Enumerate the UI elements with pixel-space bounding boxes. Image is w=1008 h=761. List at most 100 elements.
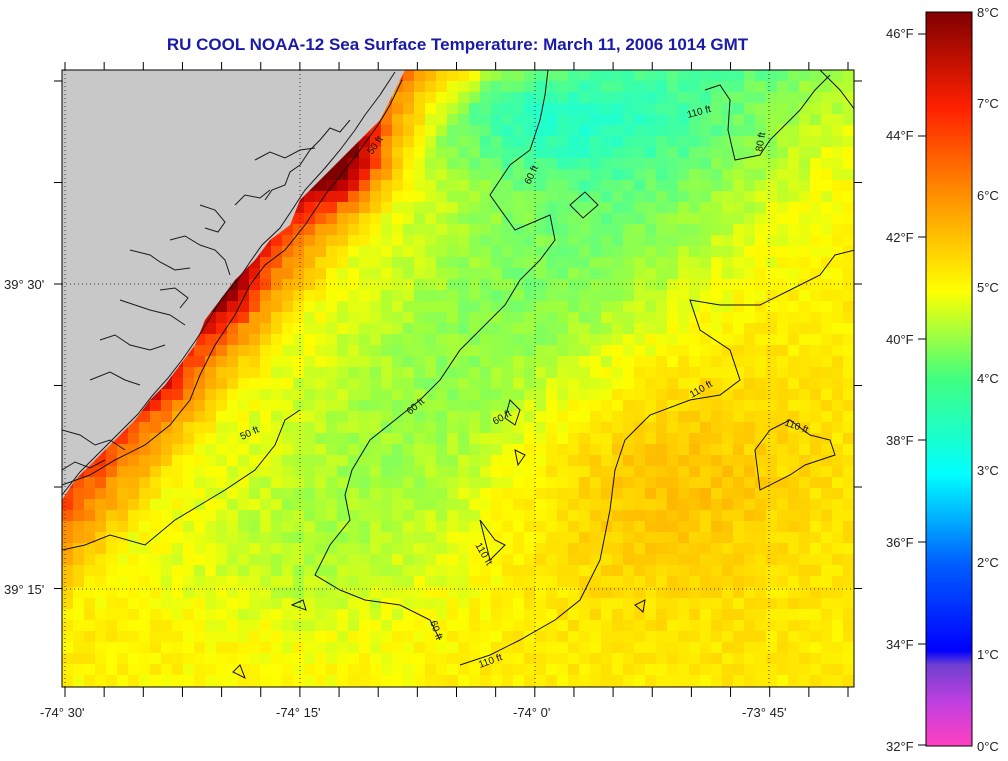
sst-cell	[491, 70, 502, 81]
sst-cell	[777, 169, 788, 180]
sst-cell	[832, 488, 843, 499]
sst-cell	[271, 521, 282, 532]
sst-cell	[150, 488, 161, 499]
sst-cell	[271, 620, 282, 631]
sst-cell	[557, 158, 568, 169]
sst-cell	[447, 378, 458, 389]
sst-cell	[832, 235, 843, 246]
sst-cell	[260, 686, 271, 687]
sst-cell	[436, 334, 447, 345]
sst-cell	[348, 158, 359, 169]
sst-cell	[348, 411, 359, 422]
sst-cell	[645, 169, 656, 180]
sst-cell	[843, 70, 854, 81]
sst-cell	[480, 488, 491, 499]
sst-cell	[678, 268, 689, 279]
sst-cell	[766, 521, 777, 532]
sst-cell	[458, 521, 469, 532]
sst-cell	[458, 543, 469, 554]
map-area[interactable]	[62, 70, 855, 697]
sst-cell	[656, 532, 667, 543]
sst-cell	[447, 620, 458, 631]
sst-cell	[546, 81, 557, 92]
sst-cell	[623, 147, 634, 158]
sst-cell	[799, 422, 810, 433]
sst-cell	[282, 664, 293, 675]
sst-cell	[249, 488, 260, 499]
sst-cell	[469, 664, 480, 675]
sst-cell	[326, 422, 337, 433]
sst-cell	[260, 543, 271, 554]
colorbar-f-label: 32°F	[886, 739, 914, 754]
sst-cell	[755, 565, 766, 576]
sst-cell	[612, 477, 623, 488]
sst-cell	[700, 620, 711, 631]
sst-cell	[535, 631, 546, 642]
sst-cell	[381, 356, 392, 367]
sst-cell	[700, 444, 711, 455]
sst-cell	[579, 664, 590, 675]
sst-cell	[744, 532, 755, 543]
sst-cell	[95, 488, 106, 499]
sst-cell	[205, 367, 216, 378]
sst-cell	[722, 642, 733, 653]
sst-cell	[150, 631, 161, 642]
sst-cell	[370, 543, 381, 554]
sst-cell	[106, 488, 117, 499]
sst-cell	[106, 521, 117, 532]
sst-cell	[634, 455, 645, 466]
sst-cell	[447, 466, 458, 477]
sst-cell	[557, 411, 568, 422]
sst-cell	[304, 389, 315, 400]
sst-cell	[788, 136, 799, 147]
sst-cell	[645, 81, 656, 92]
sst-cell	[722, 554, 733, 565]
sst-cell	[843, 411, 854, 422]
sst-cell	[491, 488, 502, 499]
sst-cell	[744, 191, 755, 202]
sst-cell	[799, 158, 810, 169]
sst-cell	[392, 521, 403, 532]
sst-cell	[722, 81, 733, 92]
sst-cell	[656, 114, 667, 125]
sst-cell	[689, 246, 700, 257]
sst-cell	[315, 532, 326, 543]
sst-cell	[480, 510, 491, 521]
sst-cell	[128, 565, 139, 576]
sst-cell	[172, 510, 183, 521]
sst-cell	[733, 532, 744, 543]
sst-cell	[469, 312, 480, 323]
sst-cell	[601, 565, 612, 576]
sst-cell	[689, 565, 700, 576]
sst-cell	[667, 532, 678, 543]
sst-cell	[117, 444, 128, 455]
sst-cell	[634, 576, 645, 587]
sst-cell	[711, 631, 722, 642]
sst-cell	[370, 642, 381, 653]
sst-cell	[348, 356, 359, 367]
sst-cell	[271, 576, 282, 587]
sst-cell	[282, 510, 293, 521]
sst-cell	[403, 675, 414, 686]
sst-cell	[700, 631, 711, 642]
sst-cell	[227, 664, 238, 675]
sst-cell	[799, 114, 810, 125]
sst-cell	[656, 609, 667, 620]
sst-cell	[678, 334, 689, 345]
sst-cell	[612, 466, 623, 477]
sst-cell	[799, 356, 810, 367]
sst-cell	[348, 488, 359, 499]
sst-cell	[722, 664, 733, 675]
sst-cell	[524, 213, 535, 224]
sst-cell	[216, 301, 227, 312]
sst-cell	[700, 433, 711, 444]
sst-cell	[359, 136, 370, 147]
sst-cell	[370, 499, 381, 510]
sst-cell	[414, 312, 425, 323]
sst-cell	[766, 136, 777, 147]
sst-cell	[689, 686, 700, 687]
sst-cell	[700, 345, 711, 356]
sst-cell	[612, 246, 623, 257]
sst-cell	[161, 433, 172, 444]
sst-cell	[810, 279, 821, 290]
